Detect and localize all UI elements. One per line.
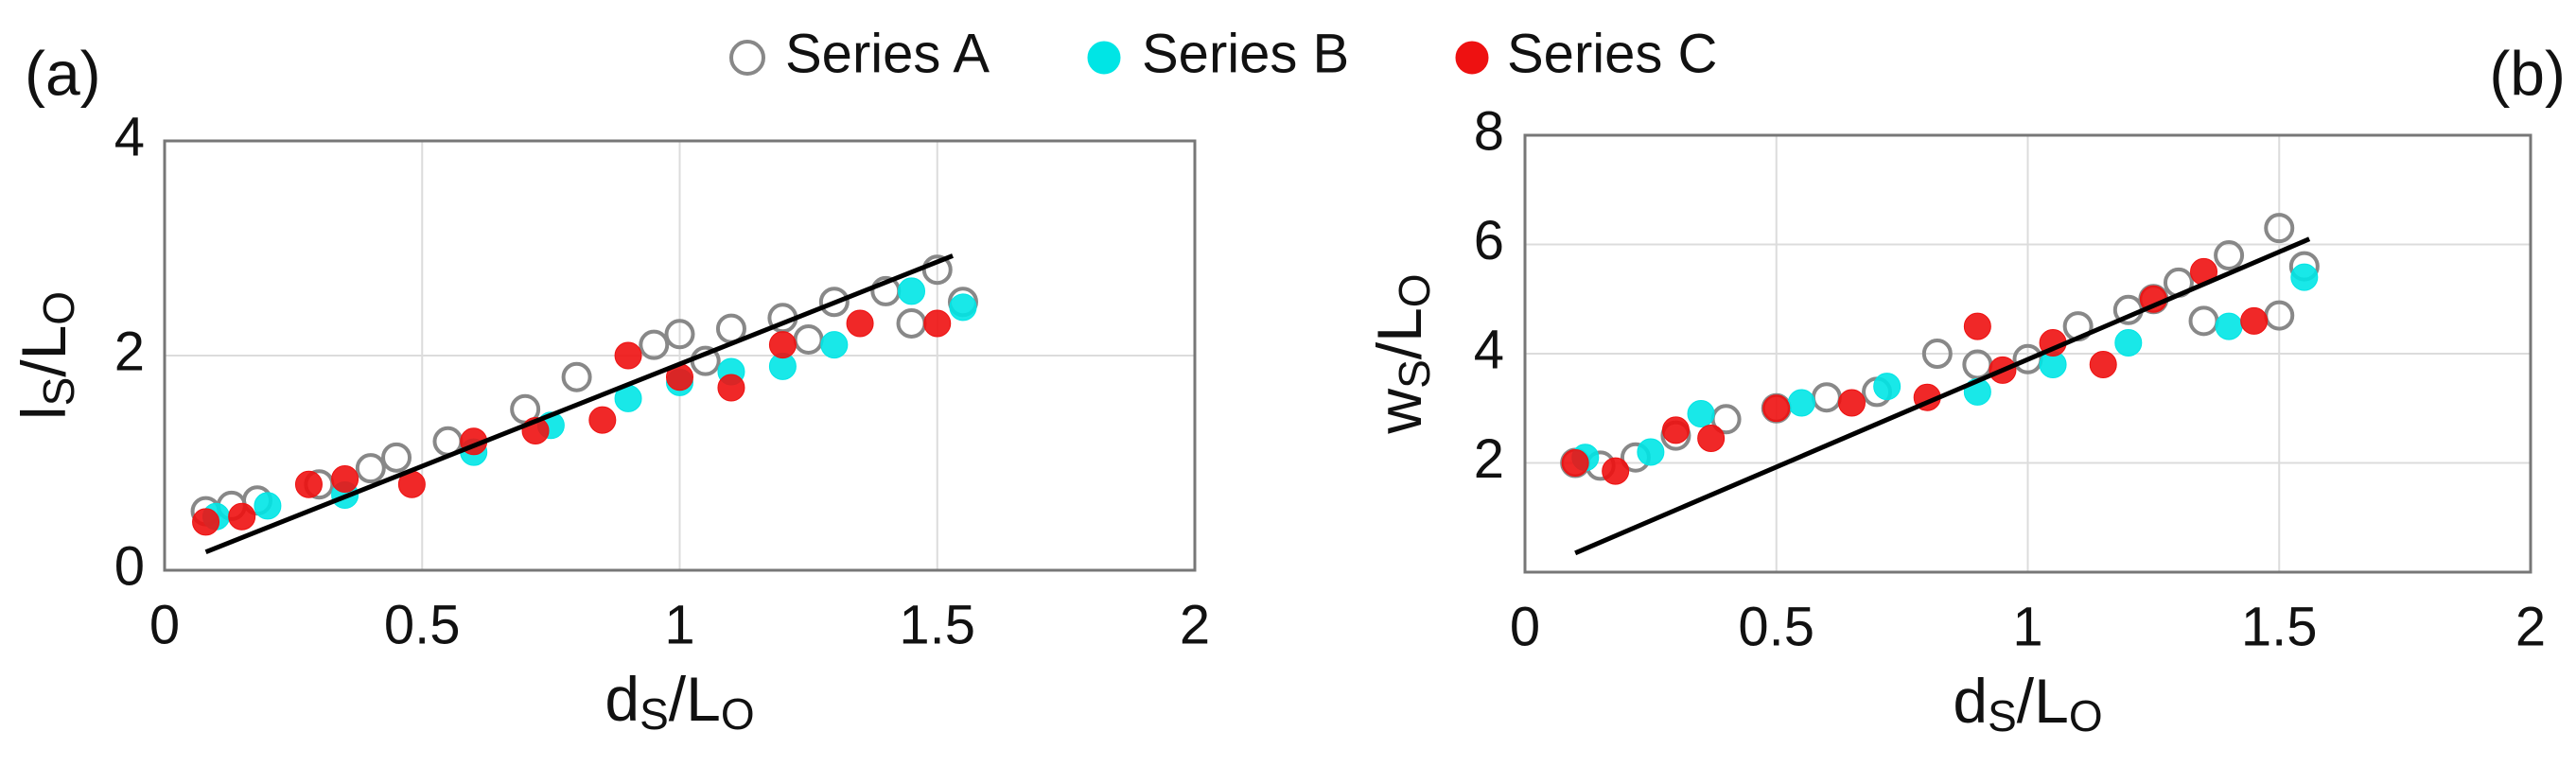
legend-label: Series B xyxy=(1142,23,1349,84)
x-axis-label: dS/LO xyxy=(605,664,754,739)
subscript: S xyxy=(640,689,669,739)
legend-marker xyxy=(1087,41,1121,75)
label-part: /L xyxy=(1364,307,1434,359)
x-tick-label: 1.5 xyxy=(2241,596,2318,657)
data-point xyxy=(768,331,797,359)
data-point xyxy=(1963,312,1991,340)
data-point xyxy=(1637,438,1665,466)
data-point xyxy=(2214,240,2245,271)
x-tick-label: 0 xyxy=(149,594,180,655)
data-point xyxy=(639,329,670,360)
y-axis-label: wS/LO xyxy=(1364,273,1439,434)
data-point xyxy=(664,319,695,350)
label-part: d xyxy=(605,664,640,734)
data-point xyxy=(588,406,617,434)
data-point xyxy=(2264,213,2295,244)
data-point xyxy=(355,453,386,484)
data-point xyxy=(1602,457,1630,485)
legend-label: Series A xyxy=(785,23,990,84)
data-point xyxy=(921,254,953,286)
label-part: w xyxy=(1364,389,1434,435)
data-point xyxy=(949,293,977,322)
data-point xyxy=(2089,351,2117,379)
label-part: /L xyxy=(669,664,721,734)
data-point xyxy=(1561,449,1589,477)
axes-box xyxy=(163,139,1197,572)
data-point xyxy=(1661,416,1690,444)
legend-marker xyxy=(729,40,765,76)
x-tick-label: 1.5 xyxy=(899,594,975,655)
data-point xyxy=(294,470,323,498)
y-tick-label: 4 xyxy=(1474,319,1504,380)
fit-line xyxy=(1574,236,2311,556)
x-tick-label: 2 xyxy=(2515,596,2546,657)
data-point xyxy=(1873,373,1901,401)
data-point xyxy=(2215,312,2243,340)
label-part: /L xyxy=(9,325,79,377)
data-point xyxy=(228,502,256,531)
data-point xyxy=(820,331,849,359)
data-point xyxy=(614,341,642,370)
data-point xyxy=(2240,306,2269,335)
x-tick-label: 0.5 xyxy=(384,594,461,655)
y-tick-label: 4 xyxy=(114,106,145,167)
x-tick-label: 2 xyxy=(1180,594,1210,655)
data-point xyxy=(2114,328,2143,357)
data-point xyxy=(1687,400,1715,428)
data-point xyxy=(898,277,926,305)
y-tick-label: 8 xyxy=(1474,100,1504,162)
subscript: S xyxy=(1988,691,2017,740)
data-point xyxy=(846,309,874,338)
data-point xyxy=(818,287,850,318)
y-tick-label: 2 xyxy=(1474,428,1504,490)
data-point xyxy=(1697,425,1726,453)
y-tick-label: 0 xyxy=(114,535,145,597)
y-axis-label: lS/LO xyxy=(9,291,83,420)
data-point xyxy=(2290,263,2319,291)
x-tick-label: 1 xyxy=(664,594,694,655)
label-part: /L xyxy=(2017,666,2069,736)
y-tick-label: 6 xyxy=(1474,210,1504,271)
panel-label: (b) xyxy=(2489,38,2566,108)
subscript: S xyxy=(34,377,83,407)
data-point xyxy=(331,465,359,494)
x-tick-label: 0.5 xyxy=(1738,596,1814,657)
label-part: l xyxy=(9,406,79,420)
subscript: S xyxy=(1390,359,1439,389)
data-point xyxy=(1921,339,1953,369)
label-part: d xyxy=(1953,666,1988,736)
subscript: O xyxy=(1390,273,1439,307)
x-tick-label: 0 xyxy=(1510,596,1540,657)
subscript: O xyxy=(34,291,83,325)
data-point xyxy=(192,508,220,536)
y-tick-label: 2 xyxy=(114,321,145,382)
data-point xyxy=(561,361,592,392)
data-point xyxy=(1762,394,1791,423)
subscript: O xyxy=(721,689,755,739)
data-point xyxy=(1837,389,1866,417)
axes-box xyxy=(1523,133,2532,574)
subscript: O xyxy=(2069,691,2103,740)
legend-marker xyxy=(1455,41,1489,75)
data-point xyxy=(923,309,952,338)
legend-label: Series C xyxy=(1507,23,1717,84)
data-point xyxy=(254,492,282,520)
x-axis-label: dS/LO xyxy=(1953,666,2102,740)
data-point xyxy=(1787,389,1815,417)
fit-line xyxy=(204,253,955,555)
x-tick-label: 1 xyxy=(2012,596,2042,657)
data-point xyxy=(381,442,412,473)
panel-label: (a) xyxy=(25,38,101,108)
data-point xyxy=(717,374,745,402)
